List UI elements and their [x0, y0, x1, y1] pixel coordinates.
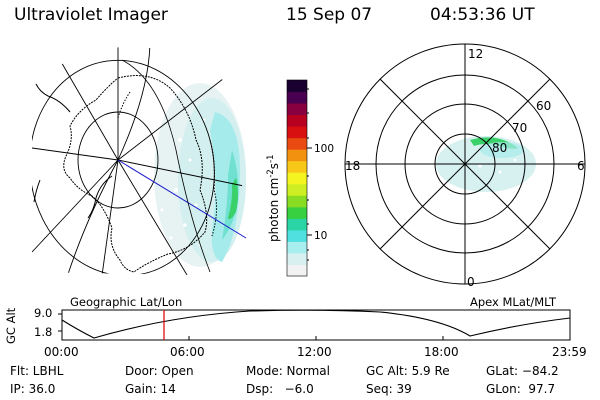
mlt-label-0: 0 [467, 275, 475, 289]
polar-plot: 12 18 6 0 60 70 80 [344, 43, 586, 289]
polar-grid [344, 43, 586, 285]
color-scale-band [287, 103, 307, 116]
color-scale-band [287, 183, 307, 196]
color-scale-ticks [307, 88, 312, 261]
color-scale-band [287, 241, 307, 254]
info-glon: GLon: 97.7 [486, 382, 556, 396]
altitude-plot [58, 309, 571, 341]
color-scale-band [287, 114, 307, 127]
terminator-boundary [121, 59, 211, 273]
color-scale-band [287, 160, 307, 173]
color-scale-band [287, 149, 307, 162]
altitude-axis-label: GC Alt [4, 307, 18, 344]
color-scale-band [287, 206, 307, 219]
mlt-label-18: 18 [345, 159, 360, 173]
colorbar-unit-label: photon cm-2s-1 [266, 154, 281, 242]
info-door: Door: Open [125, 364, 194, 378]
info-gain: Gain: 14 [125, 382, 176, 396]
aurora-emission-geo [154, 83, 246, 267]
altitude-curve [61, 309, 571, 339]
info-glat: GLat: −84.2 [486, 364, 559, 378]
info-dsp: Dsp: −6.0 [246, 382, 314, 396]
geographic-map [32, 46, 247, 275]
geo-panel-title: Geographic Lat/Lon [70, 295, 183, 309]
info-mode: Mode: Normal [246, 364, 330, 378]
mlat-label-70: 70 [512, 121, 527, 135]
info-gc-alt: GC Alt: 5.9 Re [366, 364, 450, 378]
svg-text:photon cm-2s-1: photon cm-2s-1 [266, 154, 281, 242]
coastlines [33, 75, 218, 273]
time-tick-1200: 12:00 [297, 345, 332, 359]
color-scale-band [287, 172, 307, 185]
colorbar-tick-100: 100 [314, 143, 334, 155]
color-scale-band [287, 137, 307, 150]
date-label: 15 Sep 07 [286, 5, 373, 25]
info-seq: Seq: 39 [366, 382, 412, 396]
colorbar-tick-10: 10 [314, 230, 327, 242]
altitude-tick-9: 9.0 [34, 306, 53, 320]
time-tick-2359: 23:59 [552, 345, 587, 359]
color-scale-band [287, 264, 307, 277]
mlat-label-80: 80 [492, 141, 507, 155]
time-tick-1800: 18:00 [424, 345, 459, 359]
mlt-label-6: 6 [577, 159, 585, 173]
color-scale-band [287, 126, 307, 139]
color-scale-band [287, 80, 307, 93]
time-label: 04:53:36 UT [430, 5, 535, 25]
color-scale-band [287, 252, 307, 265]
info-filter: Flt: LBHL [10, 364, 64, 378]
time-tick-0600: 06:00 [170, 345, 205, 359]
color-scale-band [287, 229, 307, 242]
mlat-label-60: 60 [536, 99, 551, 113]
color-scale-band [287, 195, 307, 208]
polar-panel-title: Apex MLat/MLT [470, 295, 557, 309]
instrument-title: Ultraviolet Imager [14, 5, 168, 25]
altitude-ticks [58, 313, 444, 340]
color-scale-bar [287, 80, 307, 277]
altitude-tick-1-8: 1.8 [34, 325, 53, 339]
info-ip: IP: 36.0 [10, 382, 56, 396]
color-scale-band [287, 91, 307, 104]
color-scale-frame [286, 79, 308, 277]
sun-direction-line [117, 159, 247, 239]
color-scale-band [287, 218, 307, 231]
mlt-label-12: 12 [468, 47, 483, 61]
time-tick-0000: 00:00 [44, 345, 79, 359]
